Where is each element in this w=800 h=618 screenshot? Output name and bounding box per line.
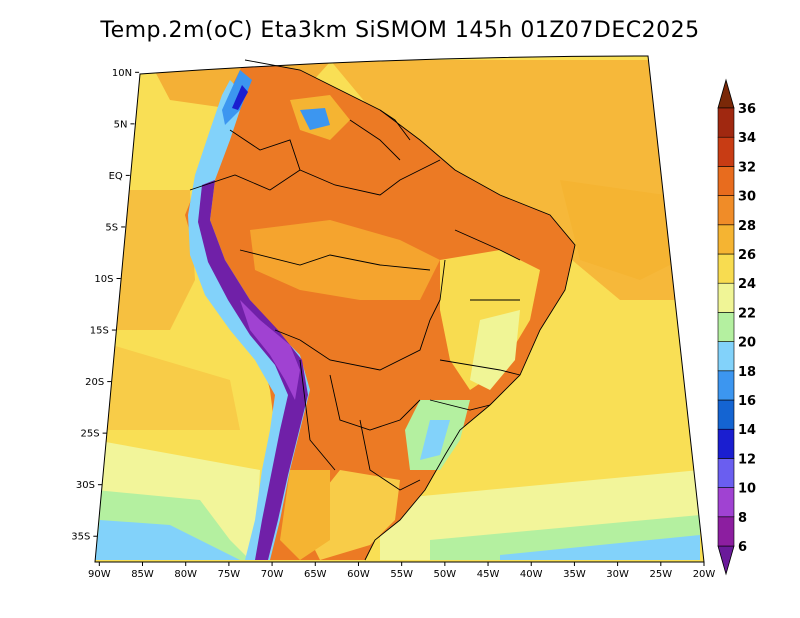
- colorbar-bin: [717, 253, 735, 284]
- colorbar-label: 6: [738, 540, 747, 555]
- colorbar-bin: [717, 107, 735, 138]
- lon-tick-label: 35W: [563, 569, 586, 580]
- latitude-axis: 10N 5N EQ 5S 10S 15S 20S 25S 30S 35S: [71, 68, 140, 543]
- lat-tick-label: 5N: [114, 119, 128, 130]
- map-title: Temp.2m(oC) Eta3km SiSMOM 145h 01Z07DEC2…: [100, 18, 700, 43]
- lon-tick-label: 90W: [88, 569, 111, 580]
- colorbar-bin: [717, 312, 735, 342]
- colorbar-legend: 6 8 10 12 14 16 18 20 22 24 26 28 30 32 34 36: [717, 78, 756, 576]
- colorbar-label: 24: [738, 277, 756, 292]
- lon-tick-label: 85W: [131, 569, 154, 580]
- lon-tick-label: 20W: [693, 569, 716, 580]
- lat-tick-label: 25S: [81, 429, 100, 440]
- colorbar-bin: [717, 195, 735, 226]
- colorbar-label: 34: [738, 131, 756, 146]
- lon-tick-label: 50W: [434, 569, 457, 580]
- colorbar-label: 12: [738, 452, 756, 467]
- longitude-axis: 90W 85W 80W 75W 70W 65W 60W 55W 50W 45W 40W 35W 30W 2…: [88, 562, 715, 580]
- colorbar-bin: [717, 370, 735, 401]
- colorbar-bin: [717, 282, 735, 313]
- lat-tick-label: 20S: [85, 377, 104, 388]
- colorbar-bin: [717, 458, 735, 488]
- colorbar-bin: [717, 166, 735, 196]
- lat-tick-label: 35S: [71, 532, 90, 543]
- lat-tick-label: 30S: [76, 480, 95, 491]
- colorbar-bin: [717, 487, 735, 518]
- colorbar-label: 16: [738, 394, 756, 409]
- lon-tick-label: 55W: [390, 569, 413, 580]
- lat-tick-label: 5S: [105, 222, 118, 233]
- colorbar-low-arrow: [717, 545, 735, 576]
- colorbar-bin: [717, 428, 735, 459]
- colorbar-label: 36: [738, 102, 756, 117]
- lon-tick-label: 25W: [649, 569, 672, 580]
- colorbar-high-arrow: [717, 78, 735, 109]
- lat-tick-label: EQ: [109, 171, 123, 182]
- lon-tick-label: 60W: [347, 569, 370, 580]
- lon-tick-label: 65W: [304, 569, 327, 580]
- lon-tick-label: 80W: [174, 569, 197, 580]
- colorbar-label: 22: [738, 306, 756, 321]
- colorbar-label: 20: [738, 336, 756, 351]
- lat-tick-label: 10N: [112, 68, 132, 79]
- lon-tick-label: 70W: [261, 569, 284, 580]
- colorbar-label: 8: [738, 511, 747, 526]
- lat-tick-label: 15S: [90, 326, 109, 337]
- colorbar-bin: [717, 399, 735, 430]
- map-boundary: [94, 55, 705, 563]
- temperature-field: [95, 56, 704, 562]
- colorbar-label: 32: [738, 160, 756, 175]
- lat-tick-label: 10S: [94, 274, 113, 285]
- lon-tick-label: 30W: [606, 569, 629, 580]
- country-borders: [189, 59, 576, 561]
- lon-tick-label: 45W: [477, 569, 500, 580]
- colorbar-bin: [717, 341, 735, 372]
- colorbar-label: 14: [738, 423, 756, 438]
- lon-tick-label: 40W: [520, 569, 543, 580]
- colorbar-label: 28: [738, 219, 756, 234]
- colorbar-bin: [717, 516, 735, 547]
- colorbar-label: 26: [738, 248, 756, 263]
- colorbar-bin: [717, 224, 735, 255]
- colorbar-label: 18: [738, 365, 756, 380]
- colorbar-label: 10: [738, 482, 756, 497]
- colorbar-label: 30: [738, 190, 756, 205]
- colorbar-bin: [717, 136, 735, 167]
- lon-tick-label: 75W: [218, 569, 241, 580]
